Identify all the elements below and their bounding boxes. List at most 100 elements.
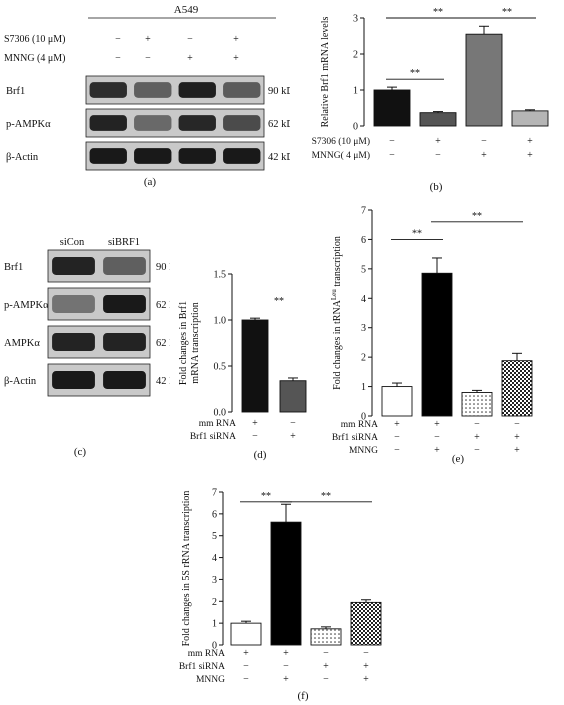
panel-a-blot-label-1: p-AMPKα: [6, 119, 51, 130]
panel-d-sign-1-0: −: [252, 431, 258, 442]
panel-a-size-0: 90 kD: [268, 86, 290, 97]
panel-b-ytick-label-0: 0: [353, 122, 358, 133]
panel-c-blot-p-ampk-band-1: [52, 295, 95, 313]
panel-b-sig-0: **: [433, 7, 443, 18]
panel-b-sign-0-1: +: [435, 136, 441, 147]
panel-f-sign-1-0: −: [243, 661, 249, 672]
panel-e-sig-1: **: [472, 211, 482, 222]
panel-f-sign-0-1: +: [283, 648, 289, 659]
panel-c-blot-brf1-band-2: [103, 257, 146, 275]
panel-e-sign-1-1: −: [434, 432, 440, 443]
panel-f-sign-2-3: +: [363, 674, 369, 685]
panel-f-sign-2-0: −: [243, 674, 249, 685]
panel-c-caption: (c): [74, 446, 87, 458]
panel-f-ytick-label-5: 5: [212, 531, 217, 542]
panel-c-size-3: 42 kD: [156, 376, 170, 387]
panel-b-sign-1-1: −: [435, 150, 441, 161]
panel-e-sign-0-2: −: [474, 419, 480, 430]
panel-e-ylabel: Fold changes in tRNALeu transcription: [330, 236, 343, 390]
panel-d-sign-0-1: −: [290, 418, 296, 429]
panel-c-size-2: 62 kD: [156, 338, 170, 349]
panel-c-lane-label-0: siCon: [60, 237, 85, 248]
panel-f-chart: 0 1 2 3 4 5 6 7 Fold changes in 5S rRNA transcri…: [179, 488, 382, 702]
panel-b-sign-1-0: −: [389, 150, 395, 161]
panel-a-blot-actin-band-2: [134, 148, 172, 164]
panel-b-ytick-label-3: 3: [353, 14, 358, 25]
panel-b-ytick-label-1: 1: [353, 86, 358, 97]
panel-b-sign-0-3: +: [527, 136, 533, 147]
panel-d-chart: 0.0 0.5 1.0 1.5 Fold changes in Brf1 mRNA tra…: [178, 270, 307, 461]
panel-e-ytick-label-2: 2: [361, 353, 366, 364]
panel-b-bar-3: [465, 33, 503, 127]
panel-d-sign-1-1: +: [290, 431, 296, 442]
panel-e-bar-4: [501, 360, 533, 417]
panel-f-row-label-0: mm RNA: [188, 649, 225, 659]
panel-d-sig-0: **: [274, 296, 284, 307]
panel-a-blot-p-ampk-band-4: [223, 115, 261, 131]
panel-d-ytick-label-3: 1.5: [214, 270, 227, 281]
panel-f-sign-0-0: +: [243, 648, 249, 659]
panel-a-blot-p-ampk-band-1: [89, 115, 127, 131]
panel-f-caption: (f): [298, 690, 309, 702]
panel-a-sign-1-2: +: [187, 53, 193, 64]
panel-f-row-label-1: Brf1 siRNA: [179, 661, 225, 672]
panel-b-sig-1: **: [410, 68, 420, 79]
panel-c-blot-brf1-band-1: [52, 257, 95, 275]
panel-f-sign-0-3: −: [363, 648, 369, 659]
panel-f-bar-2: [270, 521, 302, 646]
panel-c-lane-label-1: siBRF1: [108, 237, 140, 248]
panel-c-blot-p-ampk-band-2: [103, 295, 146, 313]
panel-a-row-label-1: MNNG (4 μM): [4, 53, 65, 64]
panel-f-ytick-label-0: 0: [212, 641, 217, 652]
panel-e-ytick-label-0: 0: [361, 412, 366, 423]
panel-c-blot-ampk-band-2: [103, 333, 146, 351]
panel-c-western-blot: siCon siBRF1 Brf1 90 kD p-AMPKα 62 kD AMPKα 62…: [4, 237, 170, 458]
panel-d-ytick-label-0: 0.0: [214, 408, 227, 419]
panel-e-ytick-label-7: 7: [361, 206, 366, 217]
panel-f-ytick-label-6: 6: [212, 509, 217, 520]
panel-a-blot-brf1-band-4: [223, 82, 261, 98]
panel-d-bar-1: [241, 319, 269, 413]
panel-f-ytick-label-4: 4: [212, 553, 217, 564]
panel-a-blot-brf1-band-2: [134, 82, 172, 98]
panel-e-sign-1-0: −: [394, 432, 400, 443]
panel-c-blot-label-3: β-Actin: [4, 376, 37, 387]
panel-f-ytick-label-7: 7: [212, 488, 217, 499]
panel-c-size-1: 62 kD: [156, 300, 170, 311]
panel-f-sign-2-1: +: [283, 674, 289, 685]
panel-b-row-label-0: S7306 (10 μM): [312, 136, 370, 147]
panel-c-blot-label-2: AMPKα: [4, 338, 40, 349]
panel-a-western-blot: A549 S7306 (10 μM) − + − + MNNG (4 μM) − − + + Br…: [4, 4, 290, 188]
panel-e-sign-2-1: +: [434, 445, 440, 456]
panel-f-bar-1: [230, 622, 262, 646]
panel-b-sign-1-2: +: [481, 150, 487, 161]
panel-c-blot-ampk-band-1: [52, 333, 95, 351]
panel-a-blot-actin-band-3: [178, 148, 216, 164]
panel-d-row-label-0: mm RNA: [199, 419, 236, 429]
panel-e-chart: 0 1 2 3 4 5 6 7 Fold changes in tRNALeu transcri…: [330, 206, 533, 465]
panel-e-ytick-label-5: 5: [361, 264, 366, 275]
panel-f-ylabel: Fold changes in 5S rRNA transcription: [181, 491, 192, 647]
panel-b-sign-1-3: +: [527, 150, 533, 161]
panel-b-sign-0-0: −: [389, 136, 395, 147]
panel-e-bar-2: [421, 272, 453, 417]
panel-b-bar-2: [419, 112, 457, 127]
panel-e-ytick-label-6: 6: [361, 235, 366, 246]
panel-b-bar-1: [373, 89, 411, 127]
panel-a-sign-0-1: +: [145, 34, 151, 45]
panel-a-blot-actin-band-4: [223, 148, 261, 164]
panel-d-row-label-1: Brf1 siRNA: [190, 431, 236, 442]
panel-a-blot-label-2: β-Actin: [6, 152, 39, 163]
panel-b-chart: 0 1 2 3 Relative Brf1 mRNA levels S7306 (10 μ…: [312, 7, 549, 193]
panel-f-ytick-label-2: 2: [212, 597, 217, 608]
panel-f-bar-4: [350, 601, 382, 646]
panel-b-ytick-label-2: 2: [353, 50, 358, 61]
panel-e-row-label-1: Brf1 siRNA: [332, 432, 378, 443]
panel-e-sign-0-0: +: [394, 419, 400, 430]
panel-a-sign-0-2: −: [187, 34, 193, 45]
panel-b-sig-2: **: [502, 7, 512, 18]
panel-f-sign-0-2: −: [323, 648, 329, 659]
panel-e-row-label-2: MNNG: [349, 446, 378, 456]
panel-f-sign-2-2: −: [323, 674, 329, 685]
panel-f-ytick-label-3: 3: [212, 575, 217, 586]
